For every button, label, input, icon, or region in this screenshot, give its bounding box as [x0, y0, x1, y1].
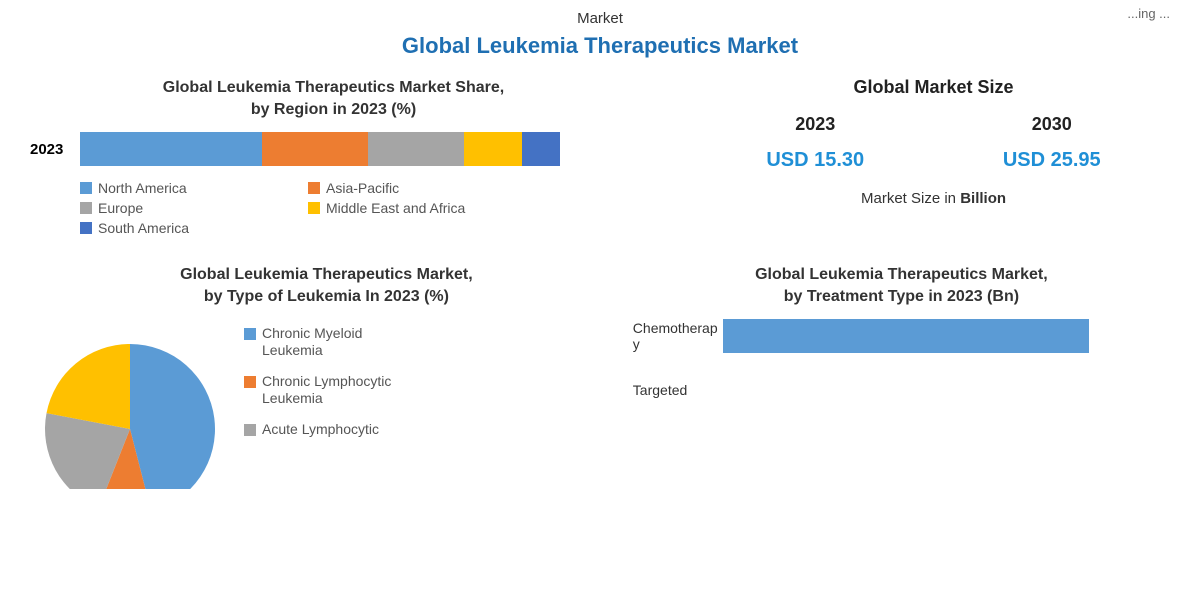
- legend-label: Chronic LymphocyticLeukemia: [262, 373, 391, 407]
- legend-item: Acute Lymphocytic: [244, 421, 391, 438]
- legend-label: Europe: [98, 200, 143, 216]
- market-size-col: 2030 USD 25.95: [1003, 114, 1101, 172]
- region-chart-title: Global Leukemia Therapeutics Market Shar…: [30, 77, 637, 120]
- region-title-line2: by Region in 2023 (%): [251, 101, 416, 118]
- pie-slice: [130, 344, 215, 489]
- hbar-label: Chemotherapy: [633, 320, 723, 354]
- hbar-label: Targeted: [633, 382, 723, 399]
- legend-item: Middle East and Africa: [308, 200, 508, 216]
- treatment-title-line2: by Treatment Type in 2023 (Bn): [784, 288, 1019, 305]
- legend-swatch: [244, 376, 256, 388]
- pie-chart: [30, 319, 230, 489]
- legend-swatch: [80, 202, 92, 214]
- market-size-panel: Global Market Size 2023 USD 15.30 2030 USD …: [657, 77, 1170, 236]
- type-chart-panel: Global Leukemia Therapeutics Market, by …: [30, 264, 623, 489]
- legend-swatch: [244, 328, 256, 340]
- region-title-line1: Global Leukemia Therapeutics Market Shar…: [163, 79, 504, 96]
- unit-bold: Billion: [960, 190, 1006, 207]
- stacked-bar: [80, 132, 560, 166]
- hbar-row: Targeted: [633, 373, 1170, 407]
- legend-item: Asia-Pacific: [308, 180, 508, 196]
- legend-swatch: [80, 182, 92, 194]
- stacked-segment: [464, 132, 522, 166]
- legend-swatch: [244, 424, 256, 436]
- type-chart-title: Global Leukemia Therapeutics Market, by …: [30, 264, 623, 307]
- legend-swatch: [80, 222, 92, 234]
- pie-legend: Chronic MyeloidLeukemia Chronic Lymphocyt…: [230, 319, 391, 489]
- size-year: 2030: [1003, 114, 1101, 135]
- legend-item: Chronic MyeloidLeukemia: [244, 325, 391, 359]
- treatment-bars: Chemotherapy Targeted: [633, 319, 1170, 407]
- treatment-chart-title: Global Leukemia Therapeutics Market, by …: [633, 264, 1170, 307]
- legend-item: South America: [80, 220, 280, 236]
- legend-label: Chronic MyeloidLeukemia: [262, 325, 362, 359]
- legend-swatch: [308, 202, 320, 214]
- legend-item: North America: [80, 180, 280, 196]
- size-value: USD 15.30: [766, 149, 864, 172]
- type-title-line1: Global Leukemia Therapeutics Market,: [180, 266, 473, 283]
- size-value: USD 25.95: [1003, 149, 1101, 172]
- stacked-bar-year: 2023: [30, 141, 80, 158]
- type-title-line2: by Type of Leukemia In 2023 (%): [204, 288, 449, 305]
- legend-label: North America: [98, 180, 187, 196]
- hbar-fill: [723, 319, 1090, 353]
- stacked-segment: [80, 132, 262, 166]
- market-size-col: 2023 USD 15.30: [766, 114, 864, 172]
- stacked-segment: [522, 132, 560, 166]
- market-size-unit: Market Size in Billion: [697, 190, 1170, 207]
- stacked-segment: [368, 132, 464, 166]
- market-size-columns: 2023 USD 15.30 2030 USD 25.95: [697, 114, 1170, 172]
- stacked-bar-wrap: 2023: [30, 132, 637, 166]
- region-legend: North America Asia-Pacific Europe Middle Ea…: [30, 180, 637, 236]
- legend-label: Acute Lymphocytic: [262, 421, 379, 438]
- market-size-title: Global Market Size: [697, 77, 1170, 98]
- hbar-track: [723, 319, 1170, 353]
- corner-text: ...ing ...: [1127, 6, 1170, 21]
- treatment-title-line1: Global Leukemia Therapeutics Market,: [755, 266, 1048, 283]
- size-year: 2023: [766, 114, 864, 135]
- hbar-track: [723, 373, 1170, 407]
- legend-label: South America: [98, 220, 189, 236]
- region-chart-panel: Global Leukemia Therapeutics Market Shar…: [30, 77, 657, 236]
- legend-swatch: [308, 182, 320, 194]
- hbar-row: Chemotherapy: [633, 319, 1170, 353]
- main-title: Global Leukemia Therapeutics Market: [30, 33, 1170, 59]
- legend-item: Europe: [80, 200, 280, 216]
- treatment-chart-panel: Global Leukemia Therapeutics Market, by …: [623, 264, 1170, 489]
- legend-label: Asia-Pacific: [326, 180, 399, 196]
- legend-item: Chronic LymphocyticLeukemia: [244, 373, 391, 407]
- unit-prefix: Market Size in: [861, 190, 960, 207]
- stacked-segment: [262, 132, 368, 166]
- top-label: Market: [30, 10, 1170, 27]
- legend-label: Middle East and Africa: [326, 200, 465, 216]
